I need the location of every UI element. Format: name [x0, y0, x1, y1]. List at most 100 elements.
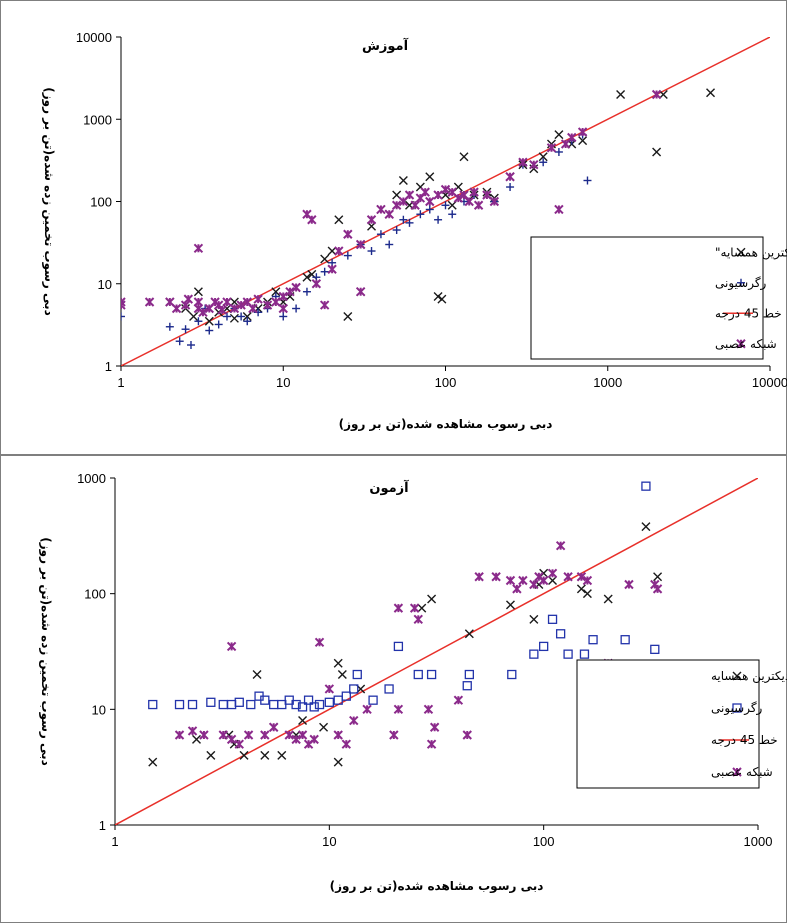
- data-point: [413, 669, 423, 680]
- data-point: [392, 226, 401, 235]
- data-point: [337, 670, 347, 680]
- data-point: [367, 247, 376, 256]
- data-point: [577, 127, 588, 137]
- legend: [576, 659, 760, 789]
- series-star: [121, 89, 662, 317]
- reference-line-45deg: [115, 478, 758, 825]
- data-point: [459, 152, 469, 162]
- data-point: [624, 579, 634, 590]
- data-point: [183, 294, 194, 304]
- data-point: [384, 684, 394, 694]
- legend-label: رگرسیونی: [715, 276, 767, 291]
- data-point: [341, 739, 352, 749]
- x-tick-label: 1: [111, 834, 118, 849]
- data-point: [193, 243, 204, 253]
- data-point: [434, 215, 443, 224]
- data-point: [343, 311, 353, 321]
- data-point: [307, 215, 317, 225]
- data-point: [291, 734, 301, 745]
- legend-label: رگرسیونی: [711, 701, 763, 716]
- data-point: [268, 722, 279, 732]
- data-point: [234, 739, 244, 749]
- data-point: [222, 312, 231, 321]
- data-point: [260, 730, 270, 740]
- data-point: [121, 300, 126, 310]
- data-point: [186, 341, 195, 350]
- y-tick-label: 100: [84, 587, 106, 602]
- data-point: [320, 254, 330, 264]
- data-point: [285, 287, 295, 297]
- y-tick-label: 100: [90, 195, 112, 210]
- data-point: [291, 699, 301, 710]
- data-point: [218, 730, 228, 740]
- data-point: [538, 575, 549, 586]
- data-point: [393, 603, 404, 613]
- data-point: [206, 697, 216, 707]
- data-point: [343, 251, 352, 260]
- data-point: [333, 757, 343, 767]
- data-point: [529, 160, 539, 170]
- data-point: [198, 307, 208, 317]
- data-point: [554, 147, 563, 156]
- data-point: [314, 637, 325, 647]
- data-point: [181, 325, 190, 334]
- data-point: [148, 699, 158, 710]
- data-point: [204, 316, 214, 326]
- chart-title: آموزش: [362, 37, 409, 54]
- x-tick-label: 100: [435, 375, 457, 390]
- data-point: [583, 176, 592, 185]
- data-point: [121, 297, 126, 307]
- data-point: [427, 594, 437, 604]
- data-point: [277, 750, 287, 760]
- data-point: [554, 130, 564, 140]
- data-point: [311, 279, 322, 289]
- data-point: [343, 229, 353, 239]
- x-tick-label: 10000: [752, 375, 787, 390]
- data-point: [193, 297, 204, 307]
- data-point: [278, 303, 288, 314]
- data-point: [302, 287, 311, 296]
- y-tick-label: 10000: [76, 30, 112, 45]
- test-chart: 1 10 100 1000 1 10 100 1000 آزمون دبی رسوب مشاهده…: [0, 455, 787, 923]
- data-point: [505, 172, 515, 182]
- data-point: [193, 287, 203, 297]
- data-point: [389, 730, 399, 740]
- data-point: [175, 337, 184, 346]
- data-point: [284, 730, 294, 740]
- data-point: [539, 158, 548, 167]
- data-point: [505, 600, 515, 610]
- legend-marker: [732, 671, 742, 681]
- data-point: [518, 575, 528, 586]
- data-point: [302, 272, 312, 282]
- y-axis-title: دبی رسوب تخمین زده شده(تن بر روز): [38, 537, 53, 766]
- data-point: [385, 240, 394, 249]
- x-tick-label: 1000: [593, 375, 622, 390]
- data-point: [393, 704, 404, 715]
- data-point: [309, 702, 319, 712]
- data-point: [441, 201, 450, 210]
- data-point: [171, 303, 182, 314]
- data-point: [237, 312, 246, 321]
- data-point: [469, 187, 479, 197]
- data-point: [563, 572, 573, 582]
- data-point: [194, 317, 203, 326]
- data-point: [641, 481, 651, 491]
- x-axis-title: دبی رسوب مشاهده شده(تن بر روز): [330, 879, 544, 894]
- data-point: [253, 294, 263, 304]
- data-point: [271, 297, 281, 307]
- data-point: [271, 287, 281, 297]
- data-point: [327, 264, 337, 274]
- data-point: [309, 734, 319, 745]
- data-point: [333, 730, 343, 740]
- data-point: [320, 267, 329, 276]
- legend-marker: [736, 247, 746, 257]
- data-point: [529, 579, 539, 590]
- training-chart: 1 10 100 1000 10000 1 10 100 1000 10000 آموزش دبی ر…: [0, 0, 787, 455]
- data-point: [376, 230, 385, 239]
- data-point: [482, 190, 492, 200]
- data-point: [217, 305, 227, 315]
- data-point: [226, 734, 237, 745]
- y-tick-label: 1000: [77, 471, 106, 486]
- data-point: [214, 320, 223, 329]
- data-point: [246, 699, 256, 710]
